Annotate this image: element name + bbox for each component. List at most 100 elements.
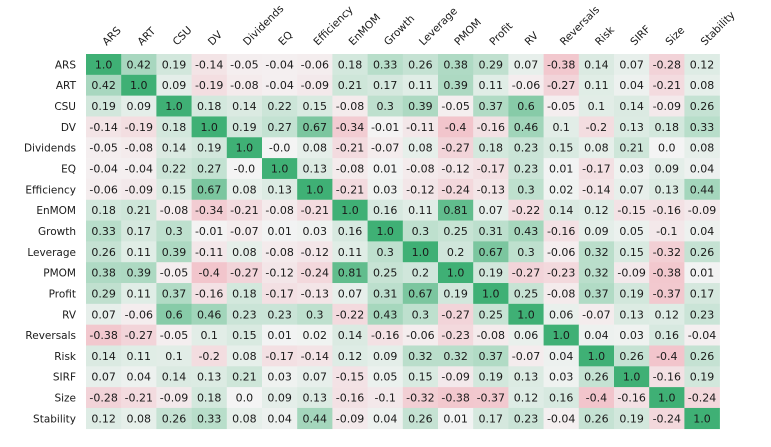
- column-label: Profit: [487, 20, 515, 48]
- heatmap-cell: [649, 220, 685, 242]
- heatmap-cell-value: 0.06: [549, 308, 574, 321]
- heatmap-cell-value: 0.32: [584, 246, 609, 259]
- heatmap-cell: [297, 387, 333, 409]
- heatmap-cell-value: -0.09: [441, 371, 469, 384]
- heatmap-cell-value: -0.04: [547, 412, 575, 425]
- heatmap-cell-value: -0.08: [336, 163, 364, 176]
- heatmap-cell: [262, 262, 298, 284]
- heatmap-cell-value: 0.32: [584, 267, 609, 280]
- heatmap-cell-value: -0.09: [336, 412, 364, 425]
- heatmap-cell-value: 0.07: [514, 58, 539, 71]
- heatmap-cell-value: 1.0: [412, 246, 430, 259]
- heatmap-cell-value: 0.25: [479, 308, 504, 321]
- heatmap-cell-value: -0.37: [477, 392, 505, 405]
- heatmap-cell: [473, 220, 509, 242]
- heatmap-cell: [367, 220, 404, 242]
- heatmap-cell-value: 0.23: [232, 308, 257, 321]
- heatmap-cell: [473, 303, 509, 325]
- heatmap-cell-value: 0.04: [619, 79, 644, 92]
- row-labels: ARS ART CSU DV Dividends EQ Efficiency EnMOM Gro…: [24, 59, 77, 425]
- column-label: ART: [135, 25, 158, 48]
- heatmap-cell-value: 0.25: [514, 287, 539, 300]
- heatmap-cell-value: 0.26: [584, 371, 609, 384]
- heatmap-cell-value: -0.04: [265, 79, 293, 92]
- heatmap-cell: [649, 54, 685, 76]
- heatmap-cell-value: -0.16: [195, 287, 223, 300]
- heatmap-cell: [543, 220, 580, 242]
- heatmap-cell-value: -0.32: [406, 392, 434, 405]
- heatmap-cell: [121, 262, 157, 284]
- heatmap-cell: [438, 54, 474, 76]
- heatmap-cell-value: 0.42: [127, 58, 152, 71]
- heatmap-cell: [684, 95, 720, 117]
- heatmap-cell-value: 0.33: [91, 225, 116, 238]
- heatmap-cell-value: 0.21: [232, 371, 257, 384]
- heatmap-cell: [86, 387, 122, 409]
- heatmap-cell: [332, 137, 368, 159]
- heatmap-cell-value: 1.0: [447, 267, 465, 280]
- heatmap-cell-value: 0.26: [91, 246, 116, 259]
- heatmap-cell: [367, 303, 404, 325]
- heatmap-cell-value: 0.38: [443, 58, 468, 71]
- heatmap-cell: [332, 54, 368, 76]
- heatmap-cell: [156, 116, 192, 138]
- heatmap-cell-value: 0.23: [514, 412, 539, 425]
- heatmap-cell: [508, 54, 544, 76]
- heatmap-cell: [402, 137, 439, 159]
- heatmap-cell: [262, 74, 298, 96]
- heatmap-cell: [578, 241, 615, 263]
- heatmap-cell-value: 0.08: [584, 142, 609, 155]
- heatmap-cell: [297, 74, 333, 96]
- heatmap-cell-value: -0.05: [441, 100, 469, 113]
- heatmap-cell: [473, 74, 509, 96]
- heatmap-cell-value: 0.26: [408, 412, 433, 425]
- heatmap-cell-value: -0.24: [653, 412, 681, 425]
- heatmap-cell: [332, 199, 368, 221]
- heatmap-cell-value: 0.19: [197, 142, 222, 155]
- row-label: ART: [56, 80, 77, 92]
- heatmap-cell-value: 0.26: [162, 412, 187, 425]
- heatmap-cell: [297, 54, 333, 76]
- heatmap-cell-value: -0.27: [441, 308, 469, 321]
- heatmap-cell-value: -0.06: [125, 308, 153, 321]
- row-label: CSU: [54, 101, 76, 113]
- heatmap-cell: [121, 283, 157, 305]
- heatmap-cell-value: 0.17: [127, 225, 152, 238]
- heatmap-cell: [156, 74, 192, 96]
- heatmap-cell-value: 0.19: [479, 267, 504, 280]
- heatmap-cell: [508, 74, 544, 96]
- heatmap-cell-value: 0.2: [412, 267, 430, 280]
- heatmap-cell: [367, 116, 404, 138]
- heatmap-cell-value: -0.4: [586, 392, 607, 405]
- heatmap-cell-value: 0.03: [619, 163, 644, 176]
- heatmap-cell: [438, 178, 474, 201]
- heatmap-cell-value: -0.05: [160, 267, 188, 280]
- heatmap-cell: [684, 220, 720, 242]
- heatmap-cell: [402, 387, 439, 409]
- heatmap-cell-value: 0.18: [338, 58, 363, 71]
- heatmap-cell: [262, 366, 298, 388]
- heatmap-cell-value: 0.19: [443, 287, 468, 300]
- heatmap-cell: [226, 199, 263, 221]
- heatmap-cell-value: 0.13: [514, 371, 539, 384]
- heatmap-cell: [614, 74, 650, 96]
- column-label: EnMOM: [347, 12, 384, 49]
- heatmap-cell-value: 0.15: [303, 100, 328, 113]
- heatmap-cell-value: 0.23: [267, 308, 292, 321]
- heatmap-cell-value: 0.44: [690, 183, 715, 196]
- heatmap-cell: [297, 116, 333, 138]
- heatmap-cell-value: -0.19: [195, 79, 223, 92]
- heatmap-cell-value: -0.21: [125, 392, 153, 405]
- heatmap-cell: [367, 387, 404, 409]
- heatmap-cell-value: -0.37: [653, 287, 681, 300]
- heatmap-cell-value: 0.01: [267, 225, 292, 238]
- heatmap-cell: [438, 366, 474, 388]
- heatmap-cell-value: -0.08: [265, 204, 293, 217]
- heatmap-cell: [86, 158, 122, 180]
- heatmap-cell: [508, 303, 544, 325]
- heatmap-cell: [402, 74, 439, 96]
- heatmap-cell-value: -0.4: [198, 267, 219, 280]
- heatmap-cell-value: 0.39: [443, 79, 468, 92]
- heatmap-cell: [438, 262, 474, 284]
- heatmap-cell-value: 0.39: [127, 267, 152, 280]
